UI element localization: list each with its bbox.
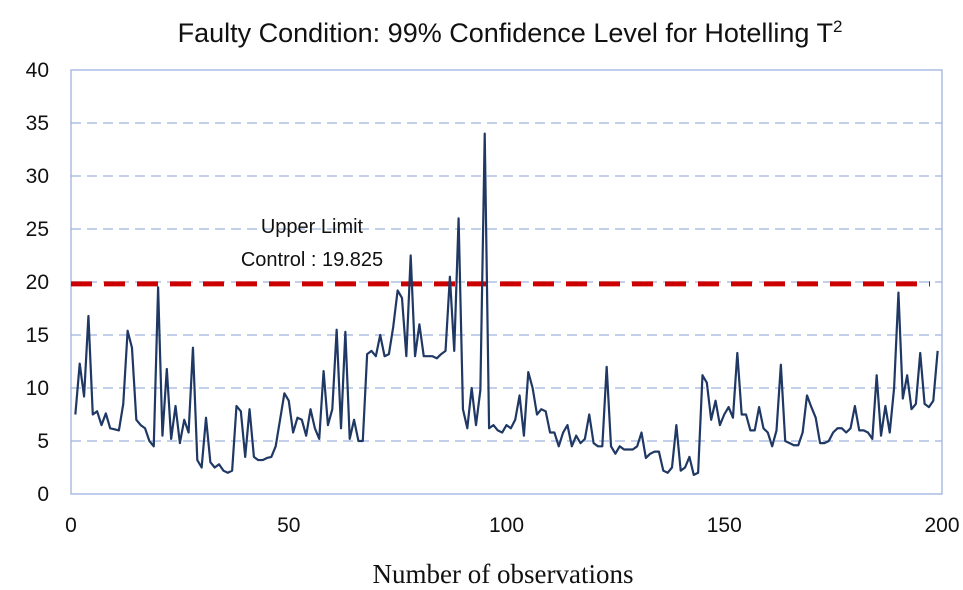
y-tick-label: 20: [26, 271, 49, 294]
series-line: [74, 132, 939, 477]
y-tick-label: 0: [37, 483, 49, 506]
axis-layer: 0 5 10 15 20 25 30 35 40 0 50 100 150 200: [26, 59, 960, 537]
x-tick-label: 50: [277, 514, 300, 537]
x-tick-label: 100: [489, 514, 524, 537]
y-tick-label: 30: [26, 165, 49, 188]
chart-title: Faulty Condition: 99% Confidence Level f…: [178, 17, 843, 48]
limit-annotation-line2: Control : 19.825: [241, 249, 383, 271]
x-axis-label: Number of observations: [373, 559, 634, 589]
x-tick-label: 150: [707, 514, 742, 537]
limit-annotation-line1: Upper Limit: [261, 216, 364, 238]
series-layer: [74, 132, 939, 477]
y-tick-label: 10: [26, 377, 49, 400]
y-tick-label: 35: [26, 112, 49, 135]
y-tick-label: 40: [26, 59, 49, 82]
y-tick-label: 5: [37, 430, 49, 453]
chart-title-main: Faulty Condition: 99% Confidence Level f…: [178, 18, 833, 48]
chart-title-superscript: 2: [833, 17, 842, 36]
y-tick-label: 15: [26, 324, 49, 347]
x-tick-label: 200: [924, 514, 959, 537]
y-tick-label: 25: [26, 218, 49, 241]
x-tick-label: 0: [65, 514, 77, 537]
